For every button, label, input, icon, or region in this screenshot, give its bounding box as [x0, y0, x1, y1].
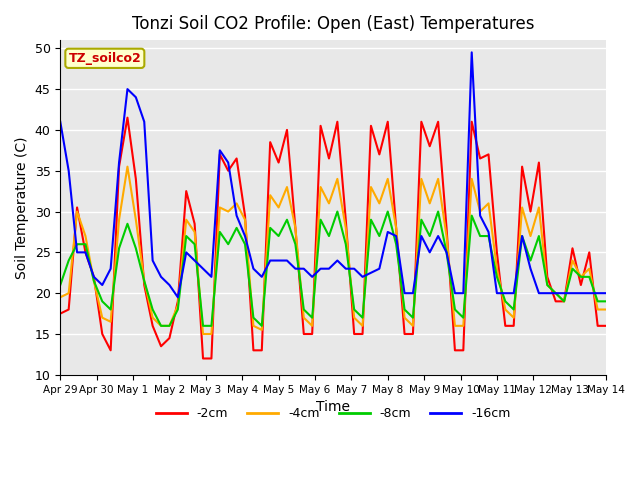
- Legend: -2cm, -4cm, -8cm, -16cm: -2cm, -4cm, -8cm, -16cm: [150, 402, 516, 425]
- X-axis label: Time: Time: [316, 400, 350, 414]
- Text: TZ_soilco2: TZ_soilco2: [68, 52, 141, 65]
- Title: Tonzi Soil CO2 Profile: Open (East) Temperatures: Tonzi Soil CO2 Profile: Open (East) Temp…: [132, 15, 534, 33]
- Y-axis label: Soil Temperature (C): Soil Temperature (C): [15, 136, 29, 279]
